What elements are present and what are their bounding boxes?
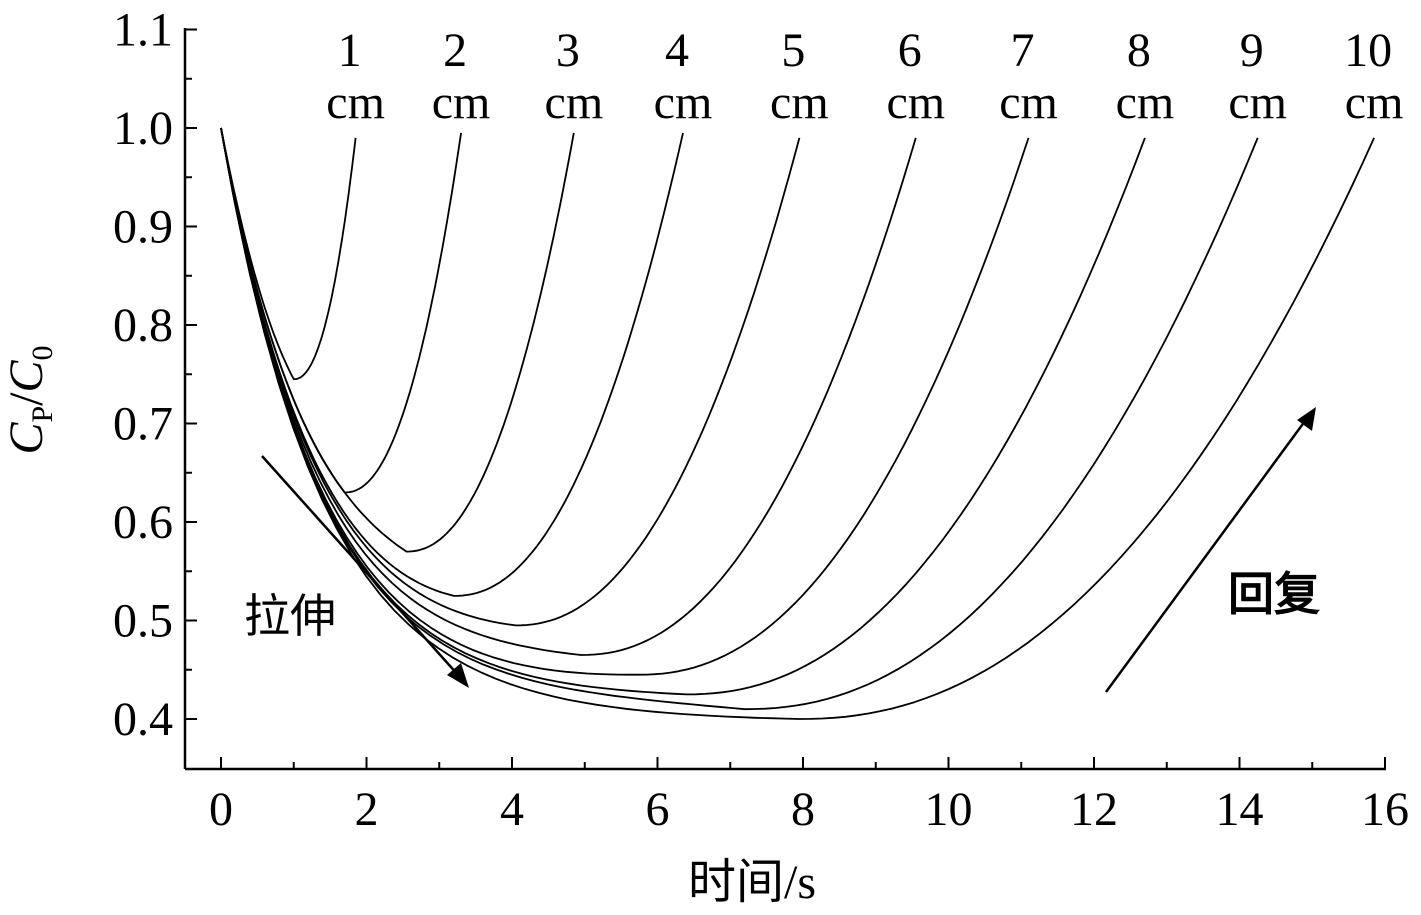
x-tick-label: 2 <box>355 783 379 836</box>
recovery-arrow <box>1104 420 1307 693</box>
series-label-unit: cm <box>432 76 491 129</box>
series-label-unit: cm <box>1345 76 1404 129</box>
y-tick-label: 0.6 <box>113 496 173 549</box>
series-label-number: 1 <box>338 24 362 77</box>
series-line-4cm <box>220 127 684 597</box>
series-line-9cm <box>220 127 1259 711</box>
series-line-7cm <box>220 127 1030 676</box>
x-tick-label: 10 <box>925 783 973 836</box>
x-axis-title: 时间/s <box>688 856 816 909</box>
series-line-10cm <box>220 127 1375 720</box>
y-title-slash: / <box>0 392 53 406</box>
y-title-numerator-sub: P <box>26 406 59 423</box>
recovery-arrowhead <box>1297 407 1316 431</box>
series-label-number: 6 <box>898 24 922 77</box>
series-label-number: 5 <box>781 24 805 77</box>
series-line-1cm <box>220 127 357 381</box>
recovery-label: 回复 <box>1228 567 1320 621</box>
series-line-3cm <box>220 127 575 553</box>
y-title-numerator: C <box>0 422 53 455</box>
series-label-unit: cm <box>770 76 829 129</box>
y-tick-label: 1.0 <box>113 102 173 155</box>
stretch-arrow <box>261 455 460 677</box>
y-title-denominator: C <box>0 359 53 392</box>
series-label-unit: cm <box>326 76 385 129</box>
y-tick-label: 0.9 <box>113 201 173 254</box>
x-tick-label: 4 <box>500 783 524 836</box>
y-title-denominator-sub: 0 <box>26 345 59 360</box>
series-group <box>220 127 1375 720</box>
stretch-arrowhead <box>447 663 469 688</box>
series-label-number: 7 <box>1011 24 1035 77</box>
series-label-unit: cm <box>545 76 604 129</box>
axes <box>183 28 1386 771</box>
y-tick-label: 0.8 <box>113 299 173 352</box>
series-label-number: 8 <box>1127 24 1151 77</box>
series-label-number: 2 <box>443 24 467 77</box>
series-label-number: 4 <box>665 24 689 77</box>
y-tick-label: 0.7 <box>113 398 173 451</box>
annotations: 拉伸 回复 <box>244 407 1320 693</box>
x-tick-label: 16 <box>1361 783 1409 836</box>
series-line-8cm <box>220 127 1146 696</box>
x-tick-label: 12 <box>1070 783 1118 836</box>
series-label-unit: cm <box>1116 76 1175 129</box>
y-tick-label: 1.1 <box>113 4 173 57</box>
series-label-unit: cm <box>999 76 1058 129</box>
stretch-label: 拉伸 <box>244 589 336 643</box>
x-tick-label: 0 <box>209 783 233 836</box>
series-label-number: 10 <box>1344 24 1392 77</box>
series-line-5cm <box>220 127 801 627</box>
tick-labels: 0 2 4 6 8 10 12 14 160.40.50.60.70.80.91.01.1 <box>113 4 1409 837</box>
series-line-6cm <box>220 127 917 656</box>
x-tick-label: 6 <box>646 783 670 836</box>
y-tick-label: 0.4 <box>113 693 173 746</box>
x-tick-label: 14 <box>1216 783 1264 836</box>
series-line-2cm <box>220 127 462 494</box>
series-label-unit: cm <box>654 76 713 129</box>
series-label-number: 9 <box>1240 24 1264 77</box>
series-label-number: 3 <box>556 24 580 77</box>
series-label-unit: cm <box>1228 76 1287 129</box>
x-tick-label: 8 <box>791 783 815 836</box>
ticks <box>185 28 1386 769</box>
y-tick-label: 0.5 <box>113 595 173 648</box>
y-axis-title: CP/C0 <box>0 345 59 454</box>
series-label-unit: cm <box>886 76 945 129</box>
